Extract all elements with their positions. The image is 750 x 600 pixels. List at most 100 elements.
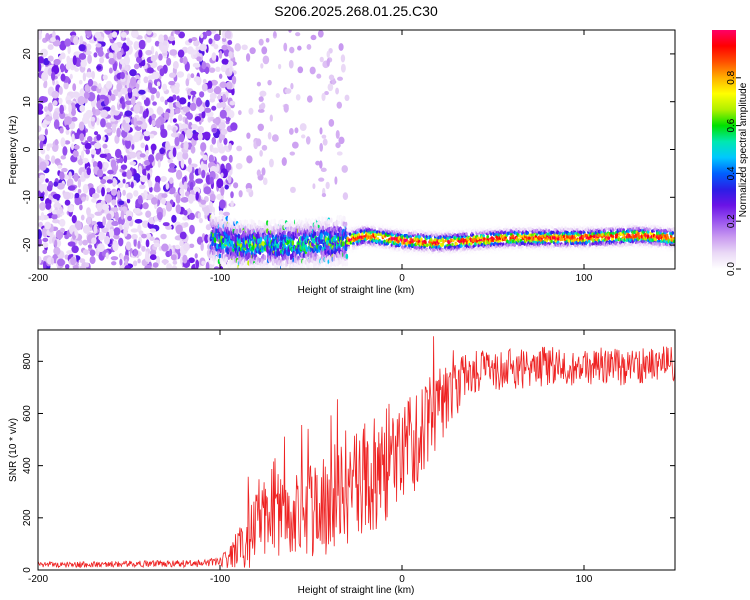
spectrogram-cell	[41, 227, 49, 238]
spectrogram-cell	[86, 207, 91, 216]
spectrogram-cell	[149, 133, 155, 139]
spectrogram-cell	[108, 173, 113, 181]
spectrogram-cell	[207, 80, 213, 89]
spectrogram-cell	[52, 193, 61, 200]
spectrogram-cell	[148, 180, 153, 188]
spectrogram-cell	[225, 81, 233, 90]
spectrogram-cell	[102, 216, 107, 227]
spectrogram-cell	[325, 181, 330, 190]
spectrogram-cell	[267, 132, 272, 140]
spectrogram-cell	[209, 193, 216, 202]
spectrogram-cell	[393, 225, 397, 229]
spectrogram-cell	[257, 108, 265, 113]
spectrogram-cell	[58, 97, 63, 105]
spectrogram-cell	[202, 78, 207, 84]
spectrogram-cell	[150, 143, 157, 151]
spectrogram-cell	[134, 218, 143, 224]
spectrogram-cell	[64, 116, 73, 125]
spectrogram-cell	[407, 231, 411, 236]
spectrogram-cell	[77, 95, 86, 105]
spectrogram-cell	[81, 196, 86, 202]
spectrogram-cell	[64, 38, 72, 47]
spectrogram-cell	[105, 252, 109, 260]
spectrogram-cell	[59, 63, 65, 73]
spectrogram-cell	[85, 109, 93, 118]
spectrogram-cell	[299, 123, 307, 132]
spectrogram-cell	[143, 97, 151, 107]
spectrogram-cell	[106, 179, 113, 184]
spectrogram-cell	[127, 87, 132, 93]
spectrogram-cell	[70, 108, 77, 116]
spectrogram-cell	[120, 87, 129, 95]
spectrogram-cell	[316, 73, 322, 79]
spectrogram-cell	[182, 151, 189, 160]
spectrogram-cell	[155, 118, 162, 129]
spectrogram-cell	[72, 55, 77, 66]
spectrogram-cell	[334, 176, 338, 185]
spectrogram-cell	[345, 253, 349, 260]
spectrogram-cell	[46, 184, 53, 192]
spectrogram-cell	[138, 39, 146, 50]
spectrogram-cell	[233, 182, 239, 189]
spectrogram-cell	[322, 138, 328, 146]
spectrogram-cell	[149, 186, 153, 193]
spectrogram-cell	[373, 247, 377, 252]
spectrogram-cell	[269, 158, 274, 168]
spectrogram-cell	[328, 74, 335, 81]
spectrogram-cell	[141, 233, 147, 239]
spectrogram-cell	[319, 160, 323, 169]
spectrogram-cell	[197, 126, 204, 134]
spectrogram-cell	[168, 72, 176, 78]
spectrogram-cell	[79, 104, 86, 113]
spectrogram-cell	[52, 111, 59, 121]
spectrogram-cell	[297, 66, 304, 74]
spectrogram-cell	[259, 90, 267, 97]
spectrogram-cell	[178, 31, 186, 39]
spectrogram-cell	[481, 247, 485, 252]
spectrogram-cell	[44, 106, 49, 112]
spectrogram-cell	[169, 116, 173, 124]
spectrogram-cell	[47, 44, 54, 51]
spectrogram-cell	[191, 123, 198, 129]
spectrogram-cell	[68, 171, 72, 179]
spectrogram-cell	[427, 250, 431, 254]
spectrogram-cell	[129, 69, 137, 77]
spectrogram-cell	[223, 137, 228, 145]
spectrogram-cell	[156, 81, 161, 87]
spectrogram-cell	[234, 43, 241, 52]
spectrogram-cell	[294, 127, 299, 134]
spectrogram-cell	[67, 44, 71, 55]
spectrogram-cell	[512, 250, 516, 254]
spectrogram-cell	[182, 209, 188, 216]
spectrogram-cell	[83, 91, 90, 99]
spectrogram-cell	[273, 218, 277, 224]
spectrogram-cell	[137, 80, 141, 85]
spectrogram-cell	[124, 100, 133, 106]
spectrogram-cell	[178, 133, 185, 143]
spectrogram-cell	[40, 48, 48, 58]
spectrogram-cell	[190, 73, 195, 79]
spectrogram-cell	[176, 95, 180, 102]
spectrogram-cell	[40, 211, 45, 221]
spectrogram-cell	[44, 128, 48, 136]
spectrogram-cell	[248, 107, 254, 115]
spectrogram-cell	[187, 193, 195, 204]
spectrogram-cell	[218, 122, 226, 130]
spectrogram-cell	[228, 51, 233, 59]
spectrogram-cell	[112, 123, 117, 134]
spectrogram-cell	[102, 143, 108, 149]
spectrogram-cell	[93, 142, 102, 149]
spectrogram-cell	[39, 140, 44, 150]
spectrogram-cell	[183, 242, 190, 252]
spectrogram-cell	[205, 224, 212, 231]
spectrogram-cell	[199, 43, 207, 52]
spectrogram-cell	[189, 172, 194, 182]
spectrogram-cell	[112, 61, 118, 72]
spectrogram-cell	[200, 199, 207, 205]
spectrogram-cell	[130, 181, 134, 189]
spectrogram-cell	[53, 58, 61, 66]
spectrogram-cell	[60, 155, 66, 160]
spectrogram-cell	[342, 192, 349, 200]
spectrogram-cell	[292, 141, 299, 149]
